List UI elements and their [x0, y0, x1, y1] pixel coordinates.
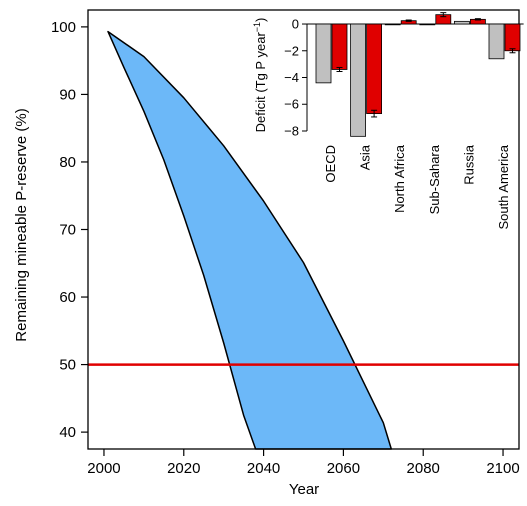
inset-bar-red	[366, 23, 383, 115]
inset-bar-red	[331, 23, 348, 70]
inset-y-axis-title: Deficit (Tg P year−1)	[252, 18, 268, 133]
reserve-range-band	[107, 30, 393, 450]
inset-bar-grey	[419, 23, 436, 26]
inset-category-label: Russia	[461, 144, 476, 185]
deficit-inset-chart: 0 −2 −4 −6 −8 OECD Asia North Africa Sub-Sahara R…	[252, 12, 524, 230]
inset-y-tick-label: −8	[284, 123, 299, 138]
y-tick-label: 60	[59, 289, 76, 306]
x-tick-label: 2060	[327, 460, 360, 477]
y-tick-label: 100	[51, 19, 76, 36]
inset-bar-grey	[350, 23, 367, 137]
inset-bar-red	[504, 23, 521, 52]
x-tick-label: 2040	[247, 460, 280, 477]
y-tick-label: 70	[59, 222, 76, 239]
inset-bar-grey	[315, 23, 332, 84]
inset-category-label: South America	[496, 144, 511, 229]
y-axis-title: Remaining mineable P-reserve (%)	[13, 108, 30, 341]
inset-category-label: OECD	[323, 145, 338, 183]
inset-bar-grey	[384, 23, 401, 26]
inset-y-tick-label: −6	[284, 97, 299, 112]
inset-bar-grey	[453, 20, 470, 25]
x-tick-label: 2000	[87, 460, 120, 477]
x-axis-title: Year	[289, 481, 319, 498]
main-plot: 2000 2020 2040 2060 2080 2100 40 50 60 70 80 90 100	[51, 9, 520, 477]
inset-category-label: Asia	[358, 144, 373, 170]
y-tick-label: 90	[59, 86, 76, 103]
inset-y-tick-label: 0	[292, 17, 299, 32]
x-tick-label: 2020	[167, 460, 200, 477]
y-tick-label: 40	[59, 424, 76, 441]
x-tick-label: 2080	[407, 460, 440, 477]
y-tick-label: 50	[59, 357, 76, 374]
inset-y-tick-label: −2	[284, 43, 299, 58]
inset-y-tick-label: −4	[284, 70, 299, 85]
inset-category-label: Sub-Sahara	[427, 144, 442, 214]
inset-category-label: North Africa	[392, 144, 407, 213]
inset-bar-grey	[488, 23, 505, 60]
x-tick-label: 2100	[486, 460, 519, 477]
y-tick-label: 80	[59, 154, 76, 171]
